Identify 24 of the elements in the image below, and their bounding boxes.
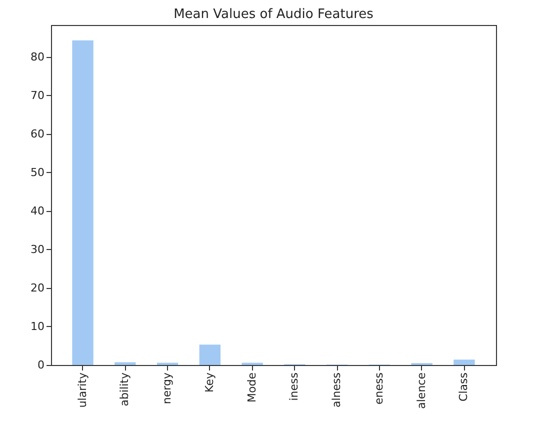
bar xyxy=(454,360,475,365)
x-tick-label: Mode xyxy=(245,372,258,402)
y-tick-label: 70 xyxy=(30,88,44,102)
x-tick-label: Key xyxy=(202,372,216,392)
chart-title: Mean Values of Audio Features xyxy=(174,7,374,22)
y-tick-label: 20 xyxy=(30,281,44,294)
x-tick-label: alence xyxy=(414,372,428,409)
x-tick-label: nergy xyxy=(160,372,174,404)
bar xyxy=(114,362,136,365)
y-tick-label: 50 xyxy=(30,166,44,179)
x-tick-label: ularity xyxy=(76,372,89,408)
bar xyxy=(199,344,221,365)
y-tick-label: 10 xyxy=(30,320,44,333)
x-tick-label: alness xyxy=(330,372,344,408)
y-tick-label: 40 xyxy=(30,204,44,218)
bar xyxy=(72,40,94,365)
y-tick-label: 80 xyxy=(30,50,44,64)
x-tick-label: iness xyxy=(288,372,301,401)
x-tick-label: eness xyxy=(372,372,386,404)
y-tick-label: 0 xyxy=(38,358,44,372)
x-tick-label: Class xyxy=(457,372,470,402)
x-tick-label: ability xyxy=(118,372,132,406)
y-tick-label: 60 xyxy=(30,127,44,140)
y-tick-label: 30 xyxy=(30,242,44,256)
